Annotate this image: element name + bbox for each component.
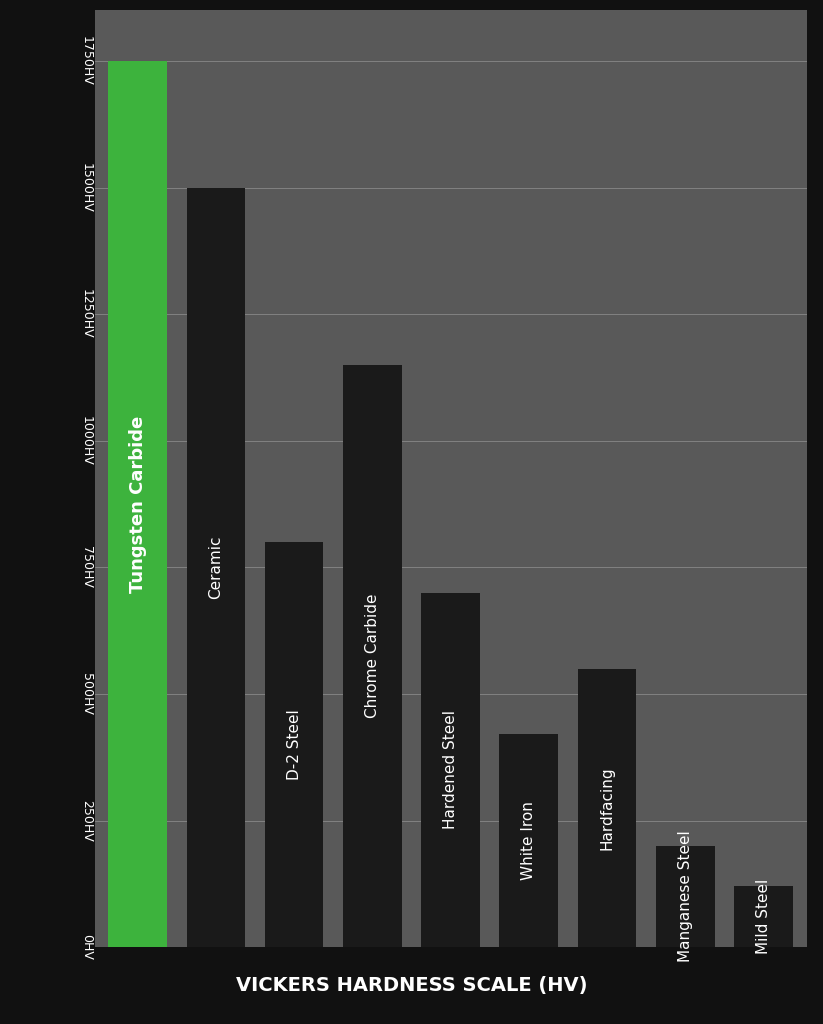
- Text: 500HV: 500HV: [80, 673, 93, 715]
- Text: 750HV: 750HV: [80, 547, 93, 589]
- Text: Tungsten Carbide: Tungsten Carbide: [128, 416, 146, 593]
- Bar: [656, 846, 714, 947]
- Bar: [109, 60, 167, 947]
- Text: Hardened Steel: Hardened Steel: [443, 711, 458, 829]
- Text: White Iron: White Iron: [521, 802, 537, 881]
- Bar: [187, 187, 245, 947]
- Text: 1250HV: 1250HV: [80, 290, 93, 339]
- Text: D-2 Steel: D-2 Steel: [286, 710, 302, 780]
- Bar: [734, 887, 793, 947]
- Text: 1500HV: 1500HV: [80, 163, 93, 212]
- Text: VICKERS HARDNESS SCALE (HV): VICKERS HARDNESS SCALE (HV): [235, 976, 588, 995]
- Text: 1000HV: 1000HV: [80, 416, 93, 466]
- Text: 250HV: 250HV: [80, 800, 93, 842]
- Text: Hardfacing: Hardfacing: [599, 766, 615, 850]
- Bar: [500, 734, 558, 947]
- Bar: [265, 542, 323, 947]
- Text: 1750HV: 1750HV: [80, 36, 93, 86]
- Bar: [343, 365, 402, 947]
- Bar: [421, 593, 480, 947]
- Bar: [578, 669, 636, 947]
- Text: Ceramic: Ceramic: [208, 536, 223, 599]
- Text: Manganese Steel: Manganese Steel: [678, 830, 693, 963]
- Text: Chrome Carbide: Chrome Carbide: [365, 594, 380, 718]
- Text: Mild Steel: Mild Steel: [756, 880, 771, 954]
- Text: 0HV: 0HV: [80, 934, 93, 961]
